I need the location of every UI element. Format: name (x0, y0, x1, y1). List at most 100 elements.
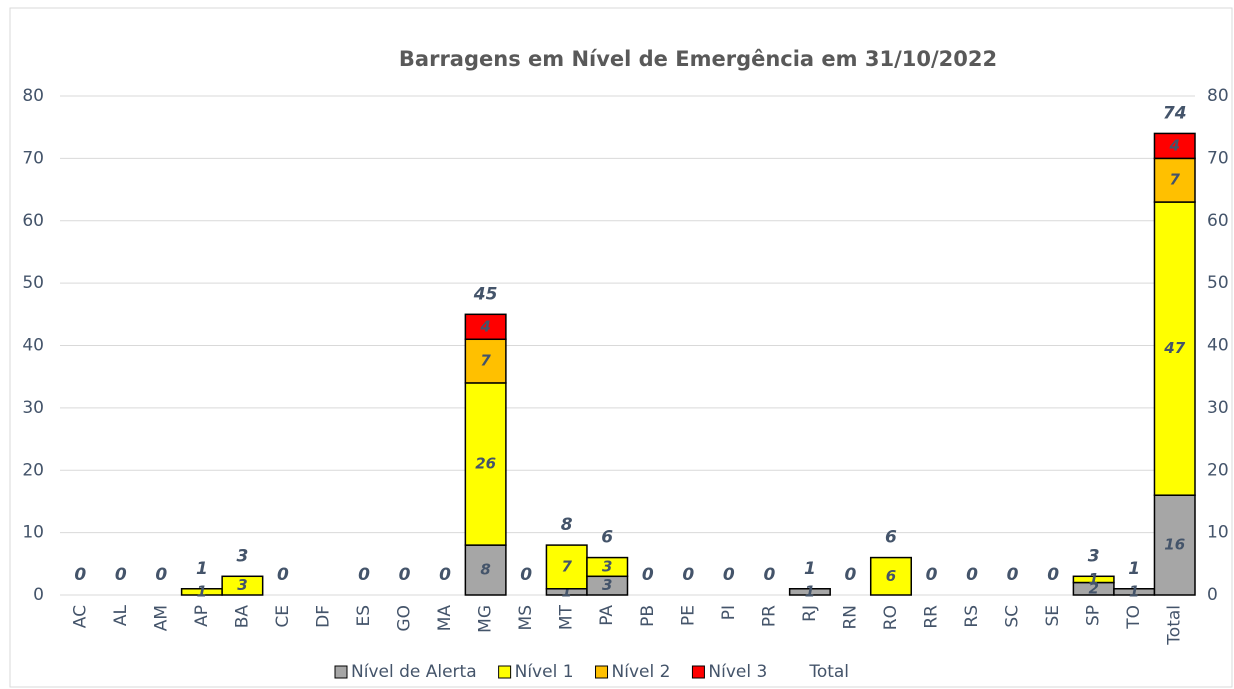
bar-segment (464, 313, 507, 341)
total-label: 0 (682, 565, 694, 585)
x-tick-label: MS (516, 605, 536, 630)
y-tick-label: 70 (22, 148, 44, 168)
segment-label: 3 (602, 557, 612, 575)
total-label: 0 (1047, 565, 1059, 585)
x-tick-label: SE (1043, 605, 1063, 627)
bar-segment (869, 556, 913, 596)
total-label: 0 (358, 565, 370, 585)
segment-label: 1 (1088, 570, 1098, 588)
segment-label: 26 (475, 455, 496, 473)
segment-label: 4 (479, 317, 490, 335)
legend-swatch (595, 665, 609, 679)
x-tick-label: RJ (800, 605, 820, 622)
bar-segment (1072, 575, 1115, 584)
bar-segment (1153, 157, 1196, 203)
legend-label: Nível de Alerta (351, 662, 477, 682)
legend-label: Nível 2 (612, 662, 671, 682)
bar-segment (788, 588, 831, 596)
y2-tick-label: 80 (1207, 86, 1229, 106)
total-label: 0 (763, 565, 775, 585)
y2-tick-label: 40 (1207, 336, 1229, 356)
total-label: 0 (277, 565, 289, 585)
segment-label: 8 (480, 561, 490, 579)
total-label: 6 (601, 528, 613, 548)
total-label: 3 (236, 546, 248, 566)
chart-title: Barragens em Nível de Emergência em 31/1… (399, 47, 997, 71)
y2-tick-label: 50 (1207, 273, 1229, 293)
y2-tick-label: 0 (1207, 585, 1218, 605)
segment-label: 3 (602, 576, 612, 594)
total-label: 1 (1128, 559, 1140, 579)
x-tick-label: MT (557, 604, 577, 630)
x-tick-label: RN (840, 605, 860, 630)
x-tick-label: SP (1084, 605, 1104, 626)
y-tick-label: 50 (22, 273, 44, 293)
segment-label: 1 (805, 582, 815, 600)
segment-label: 47 (1163, 339, 1185, 357)
bar-segment (221, 575, 264, 596)
bar-segment (464, 338, 507, 384)
y-tick-label: 10 (22, 523, 44, 543)
total-label: 0 (115, 565, 127, 585)
total-label: 1 (196, 559, 208, 579)
total-label: 0 (845, 565, 857, 585)
total-label: 0 (74, 565, 86, 585)
total-label: 0 (155, 565, 167, 585)
y-tick-label: 20 (22, 460, 44, 480)
segment-label: 16 (1164, 536, 1185, 554)
segment-label: 1 (1129, 582, 1139, 600)
segment-label: 1 (561, 582, 571, 600)
bar-segment (1153, 132, 1196, 160)
x-tick-label: RS (962, 605, 982, 628)
x-tick-label: RO (881, 605, 901, 630)
total-label: 1 (804, 559, 816, 579)
total-label: 0 (642, 565, 654, 585)
x-tick-label: ES (354, 605, 374, 627)
bar-segment (586, 556, 629, 578)
y2-tick-label: 10 (1207, 523, 1229, 543)
y-tick-label: 0 (33, 585, 44, 605)
total-label: 0 (439, 565, 451, 585)
bar-segment (1153, 201, 1196, 496)
x-tick-label: Total (1165, 605, 1185, 646)
chart-frame (9, 7, 1233, 688)
x-tick-label: AM (151, 605, 171, 631)
legend-swatch (498, 665, 512, 679)
x-tick-label: AP (192, 605, 212, 627)
y-tick-label: 40 (22, 336, 44, 356)
total-label: 6 (885, 528, 897, 548)
segment-label: 3 (237, 576, 247, 594)
y2-tick-label: 20 (1207, 460, 1229, 480)
total-label: 0 (926, 565, 938, 585)
x-tick-label: TO (1124, 605, 1144, 630)
total-label: 0 (723, 565, 735, 585)
y2-tick-label: 60 (1207, 211, 1229, 231)
legend-swatch (691, 665, 705, 679)
x-tick-label: SC (1003, 605, 1023, 628)
total-label: 0 (399, 565, 411, 585)
x-tick-label: PR (759, 605, 779, 627)
legend-label: Total (808, 662, 849, 682)
x-tick-label: MA (435, 605, 455, 632)
y-tick-label: 80 (22, 86, 44, 106)
legend-swatch (334, 665, 348, 679)
total-label: 0 (520, 565, 532, 585)
total-label: 0 (966, 565, 978, 585)
total-label: 45 (473, 284, 498, 304)
bar-segment (464, 544, 507, 596)
total-label: 3 (1088, 546, 1100, 566)
x-tick-label: PE (678, 605, 698, 626)
segment-label: 7 (1170, 171, 1181, 189)
total-label: 8 (561, 515, 573, 535)
y2-tick-label: 70 (1207, 148, 1229, 168)
x-tick-label: AC (70, 605, 90, 628)
y-tick-label: 60 (22, 211, 44, 231)
x-tick-label: PI (719, 605, 739, 620)
x-tick-label: PA (597, 605, 617, 626)
x-tick-label: PB (638, 605, 658, 627)
x-tick-label: MG (476, 605, 496, 633)
x-tick-label: AL (111, 604, 131, 626)
legend-label: Nível 1 (515, 662, 574, 682)
x-tick-label: CE (273, 605, 293, 628)
